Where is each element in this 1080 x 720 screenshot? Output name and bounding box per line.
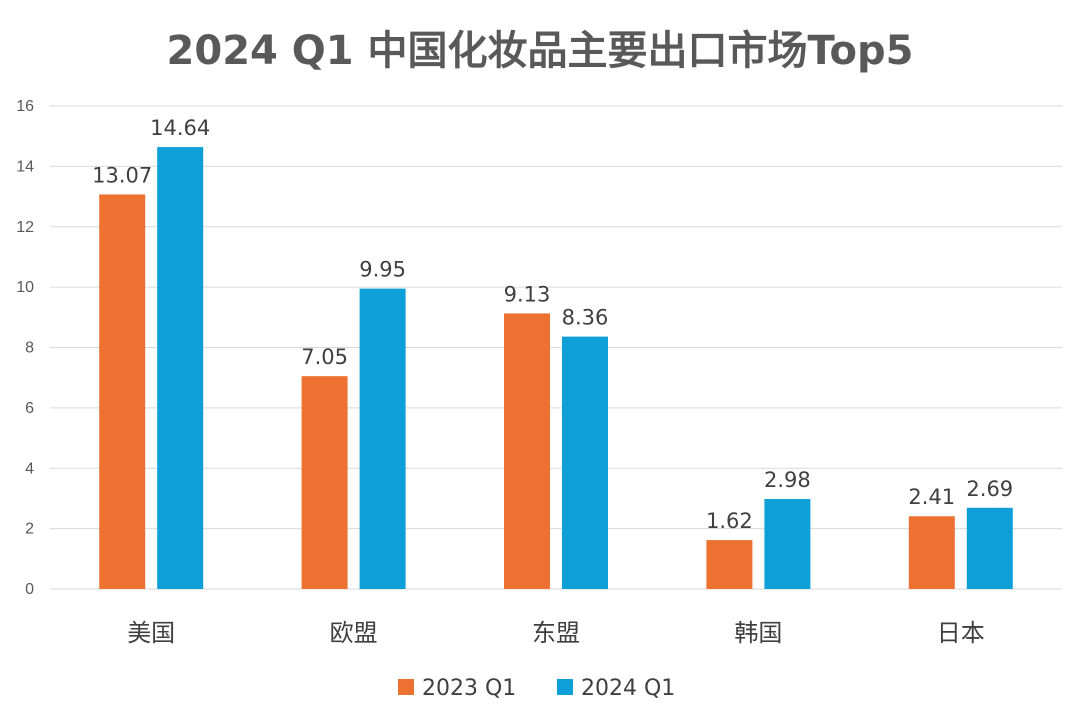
legend-label: 2024 Q1 (581, 676, 675, 701)
data-label: 1.62 (706, 509, 753, 533)
legend-label: 2023 Q1 (422, 676, 516, 701)
x-tick-label: 欧盟 (330, 619, 378, 647)
data-label: 2.69 (966, 477, 1013, 501)
bar-2023-3 (706, 540, 753, 589)
bars (99, 147, 1013, 589)
data-label: 8.36 (562, 306, 609, 330)
data-labels: 13.07 14.64 7.05 9.95 9.13 8.36 1.62 2.98 2.41 2.… (92, 116, 1013, 533)
y-tick-label: 8 (25, 340, 34, 357)
y-tick-label: 12 (16, 219, 34, 236)
data-label: 2.98 (764, 468, 811, 492)
bar-2024-2 (562, 336, 608, 589)
data-label: 2.41 (908, 485, 955, 509)
bar-2023-0 (99, 194, 146, 589)
bar-2023-4 (908, 516, 955, 589)
legend: 2023 Q1 2024 Q1 (398, 676, 675, 701)
data-label: 14.64 (150, 116, 210, 140)
bar-2024-1 (359, 288, 406, 589)
bar-2024-4 (966, 507, 1013, 589)
y-tick-label: 0 (25, 581, 34, 598)
bar-2024-0 (157, 147, 204, 589)
data-label: 9.95 (359, 258, 406, 282)
x-axis: 美国 欧盟 东盟 韩国 日本 (127, 619, 985, 647)
bar-2023-1 (301, 376, 348, 589)
gridlines (50, 105, 1062, 590)
y-tick-label: 4 (25, 460, 34, 477)
data-label: 9.13 (504, 282, 551, 306)
x-tick-label: 韩国 (734, 619, 782, 647)
x-tick-label: 日本 (937, 619, 985, 647)
y-tick-label: 6 (25, 400, 34, 417)
y-tick-label: 2 (25, 521, 34, 538)
x-tick-label: 东盟 (532, 619, 580, 647)
y-tick-label: 14 (16, 158, 34, 175)
y-tick-label: 16 (16, 98, 34, 115)
y-axis: 0 2 4 6 8 10 12 14 16 (16, 98, 34, 598)
chart-title: 2024 Q1 中国化妆品主要出口市场Top5 (167, 28, 914, 74)
data-label: 7.05 (301, 345, 348, 369)
y-tick-label: 10 (16, 279, 34, 296)
bar-2024-3 (764, 499, 811, 589)
x-tick-label: 美国 (127, 619, 175, 647)
data-label: 13.07 (92, 163, 152, 187)
legend-swatch (557, 679, 573, 695)
legend-swatch (398, 679, 414, 695)
bar-2023-2 (504, 313, 550, 589)
